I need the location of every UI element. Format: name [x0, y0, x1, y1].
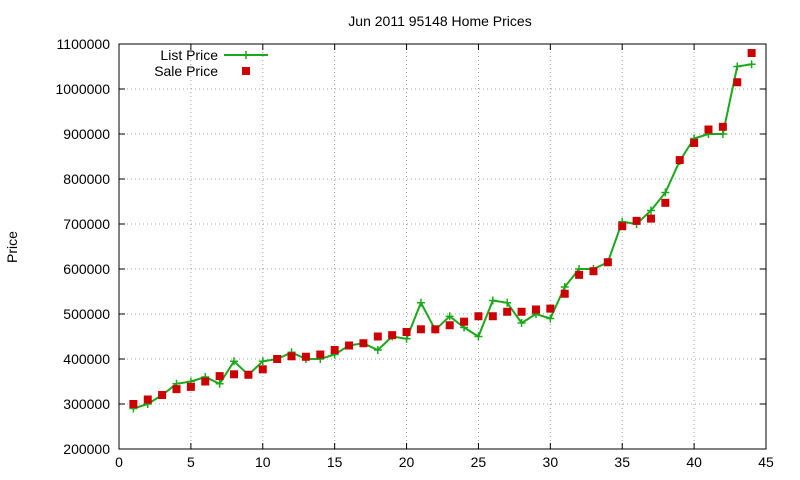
- sale-price-point: [460, 317, 469, 326]
- y-tick-label: 800000: [63, 171, 110, 187]
- y-tick-label: 700000: [63, 216, 110, 232]
- sale-price-point: [661, 198, 670, 207]
- sale-price-point: [186, 382, 195, 391]
- chart-title: Jun 2011 95148 Home Prices: [348, 13, 531, 29]
- x-tick-label: 15: [327, 454, 343, 470]
- sale-price-point: [373, 332, 382, 341]
- sale-price-point: [445, 321, 454, 330]
- legend-marker-list-price: [242, 51, 250, 59]
- sale-price-point: [690, 139, 699, 147]
- list-price-point: [215, 379, 224, 388]
- sale-price-point: [575, 270, 584, 279]
- list-price-point: [474, 332, 483, 341]
- list-price-point: [560, 283, 569, 291]
- sale-price-point: [589, 267, 598, 276]
- x-tick-label: 10: [255, 454, 271, 470]
- x-tick-label: 20: [399, 454, 415, 470]
- sale-price-point: [215, 372, 224, 381]
- sale-price-point: [747, 49, 756, 57]
- sale-price-point: [402, 328, 411, 336]
- x-tick-label: 30: [543, 454, 559, 470]
- sale-price-point: [287, 352, 296, 361]
- sale-price-point: [345, 341, 354, 350]
- sale-price-point: [646, 214, 655, 223]
- sale-price-point: [172, 385, 181, 394]
- list-price-point: [733, 62, 742, 71]
- list-price-point: [258, 357, 267, 366]
- list-price-point: [517, 319, 526, 327]
- sale-price-point: [301, 352, 310, 361]
- list-price-point: [445, 312, 454, 321]
- sale-price-point: [359, 339, 368, 348]
- sale-price-point: [675, 156, 684, 165]
- sale-price-point: [143, 395, 152, 404]
- x-tick-label: 40: [686, 454, 702, 470]
- list-price-point: [488, 296, 497, 305]
- sale-price-point: [603, 258, 612, 267]
- sale-price-point: [201, 377, 210, 386]
- sale-price-point: [244, 370, 253, 379]
- list-price-line: [133, 63, 752, 410]
- y-tick-label: 1000000: [55, 81, 110, 97]
- sale-price-point: [560, 289, 569, 298]
- x-tick-label: 35: [614, 454, 630, 470]
- legend-label-list-price: List Price: [160, 47, 218, 63]
- list-price-point: [718, 130, 727, 138]
- list-price-point: [646, 206, 655, 215]
- y-tick-label: 600000: [63, 261, 110, 277]
- plot-frame: [118, 43, 767, 450]
- list-price-point: [416, 298, 425, 307]
- sale-price-point: [230, 370, 239, 379]
- sale-price-point: [158, 391, 167, 399]
- y-tick-label: 400000: [63, 351, 110, 367]
- sale-price-point: [388, 331, 397, 340]
- sale-price-point: [488, 312, 497, 321]
- list-price-point: [230, 357, 239, 366]
- sale-price-point: [718, 122, 727, 131]
- x-tick-label: 45: [758, 454, 774, 470]
- sale-price-point: [546, 304, 555, 313]
- grid: [119, 44, 766, 449]
- sale-price-point: [474, 312, 483, 321]
- sale-price-point: [129, 400, 138, 408]
- list-price-point: [747, 60, 756, 69]
- sale-price-point: [258, 365, 267, 374]
- x-tick-label: 0: [115, 454, 123, 470]
- sale-price-point: [733, 78, 742, 87]
- list-price-point: [373, 346, 382, 354]
- list-price-point: [661, 188, 670, 197]
- y-tick-label: 500000: [63, 306, 110, 322]
- list-price-point: [503, 298, 512, 307]
- sale-price-point: [431, 325, 440, 334]
- sale-price-point: [503, 307, 512, 316]
- legend-marker-sale-price: [242, 67, 250, 75]
- sale-price-point: [330, 346, 339, 354]
- sale-price-point: [517, 307, 526, 316]
- sale-price-point: [273, 355, 282, 363]
- y-tick-label: 300000: [63, 396, 110, 412]
- y-tick-label: 200000: [63, 441, 110, 457]
- y-tick-label: 900000: [63, 126, 110, 142]
- series: [129, 49, 756, 413]
- y-tick-label: 1100000: [57, 36, 111, 52]
- sale-price-point: [632, 216, 641, 225]
- list-price-point: [402, 334, 411, 343]
- x-tick-label: 5: [187, 454, 195, 470]
- sale-price-point: [316, 350, 325, 359]
- x-tick-label: 25: [471, 454, 487, 470]
- axes: 0 5 10 15 20 25 30 35 40 45 200000 300000 400000 5000…: [55, 36, 774, 470]
- sale-price-point: [618, 222, 627, 231]
- list-price-point: [546, 314, 555, 323]
- y-axis-label: Price: [4, 231, 20, 263]
- sale-price-point: [416, 325, 425, 334]
- legend-label-sale-price: Sale Price: [154, 63, 218, 79]
- sale-price-point: [531, 305, 540, 314]
- sale-price-point: [704, 125, 713, 134]
